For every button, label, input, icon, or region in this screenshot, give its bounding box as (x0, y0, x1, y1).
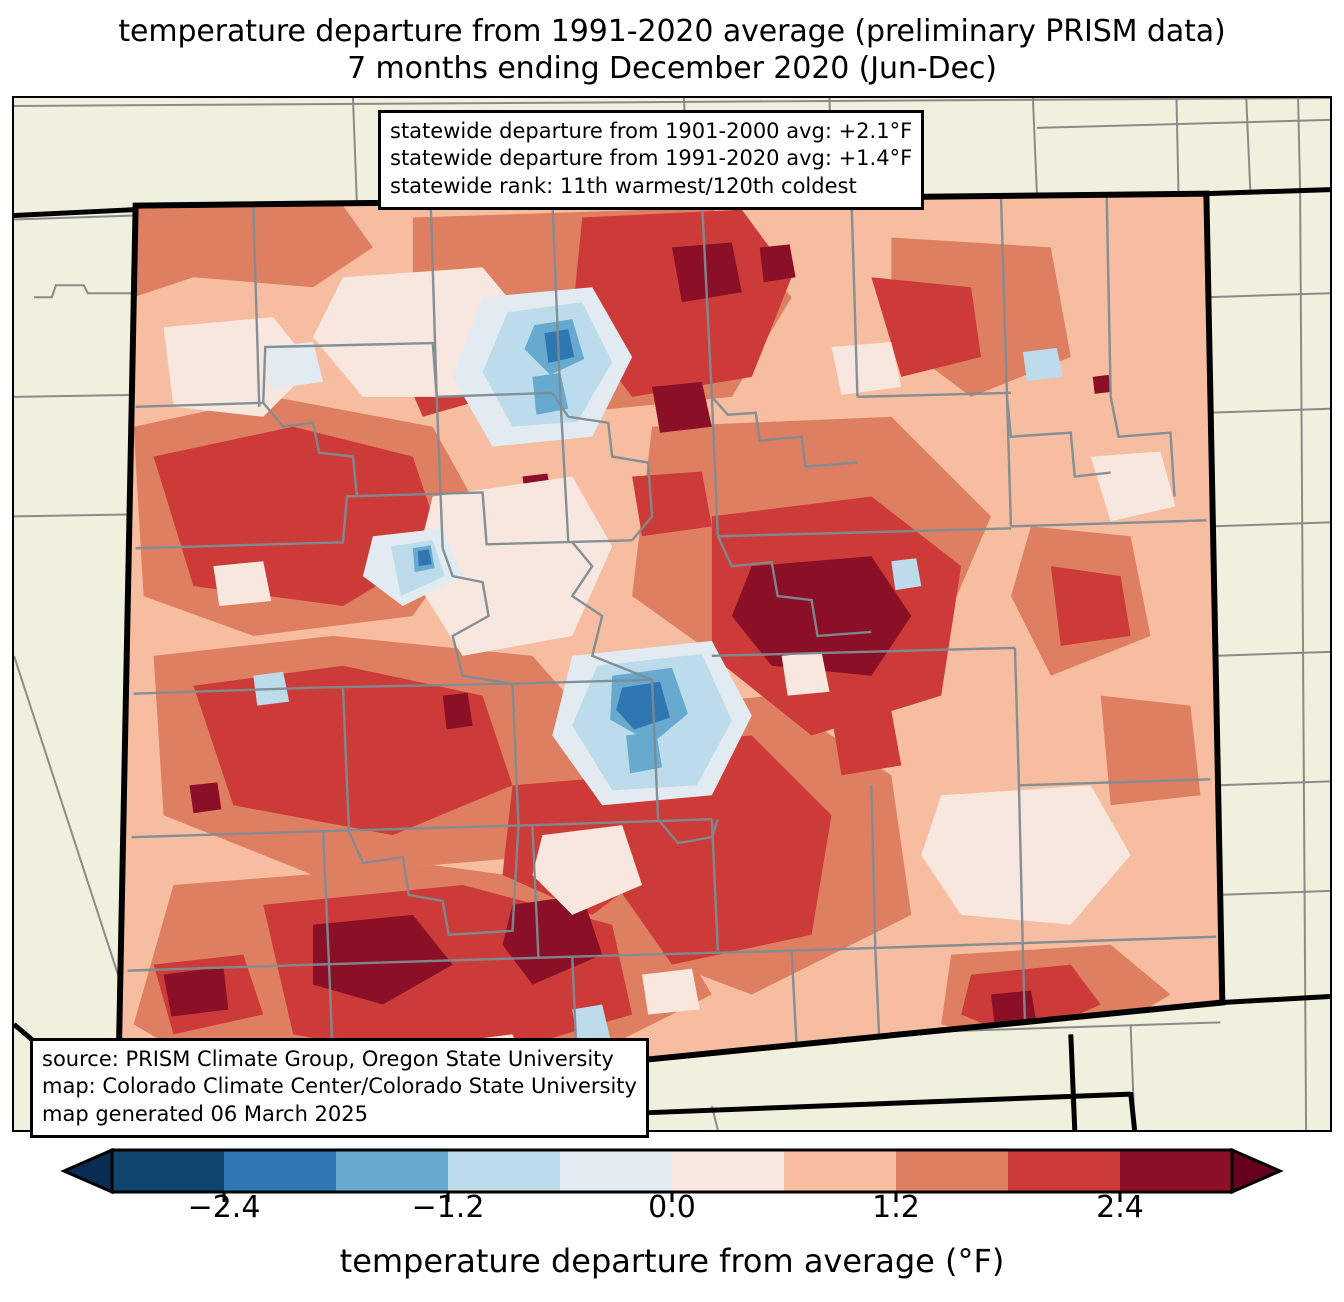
colorbar (0, 1142, 1344, 1302)
colorbar-tick-label-4: 2.4 (1096, 1190, 1144, 1225)
colorbar-band-3 (448, 1150, 560, 1192)
colorbar-extend-low (60, 1147, 114, 1195)
stats-line-1: statewide departure from 1901-2000 avg: … (390, 119, 913, 143)
colorbar-swatches (60, 1147, 1284, 1202)
map-panel (12, 96, 1332, 1132)
colorbar-tick-label-1: −1.2 (411, 1190, 485, 1225)
colorbar-tick-label-2: 0.0 (648, 1190, 696, 1225)
colorbar-band-4 (560, 1150, 672, 1192)
colorbar-band-5 (672, 1150, 784, 1192)
statewide-stats-box: statewide departure from 1901-2000 avg: … (378, 110, 925, 210)
colorbar-axis-label: temperature departure from average (°F) (339, 1242, 1005, 1280)
colorbar-extend-high (1230, 1147, 1284, 1195)
source-line-3: map generated 06 March 2025 (42, 1101, 369, 1126)
colorbar-band-0 (112, 1150, 224, 1192)
colorbar-tick-labels: −2.4 −1.2 0.0 1.2 2.4 (0, 1190, 1344, 1234)
source-line-2: map: Colorado Climate Center/Colorado St… (42, 1074, 637, 1099)
colorbar-band-8 (1008, 1150, 1120, 1192)
colorbar-tick-label-0: −2.4 (187, 1190, 261, 1225)
source-line-1: source: PRISM Climate Group, Oregon Stat… (42, 1047, 614, 1071)
figure-title: temperature departure from 1991-2020 ave… (0, 14, 1344, 87)
colorbar-tick-label-3: 1.2 (872, 1190, 920, 1225)
source-credit-box: source: PRISM Climate Group, Oregon Stat… (30, 1038, 649, 1138)
colorado-anomaly-map (14, 98, 1330, 1130)
title-line-1: temperature departure from 1991-2020 ave… (118, 14, 1226, 49)
colorbar-band-1 (224, 1150, 336, 1192)
temperature-anomaly-field (117, 193, 1223, 1113)
colorbar-band-7 (896, 1150, 1008, 1192)
stats-line-2: statewide departure from 1991-2020 avg: … (390, 146, 913, 171)
colorbar-band-6 (784, 1150, 896, 1192)
title-line-2: 7 months ending December 2020 (Jun-Dec) (347, 50, 997, 86)
colorbar-band-9 (1120, 1150, 1232, 1192)
stats-line-3: statewide rank: 11th warmest/120th colde… (390, 173, 857, 198)
colorbar-band-2 (336, 1150, 448, 1192)
